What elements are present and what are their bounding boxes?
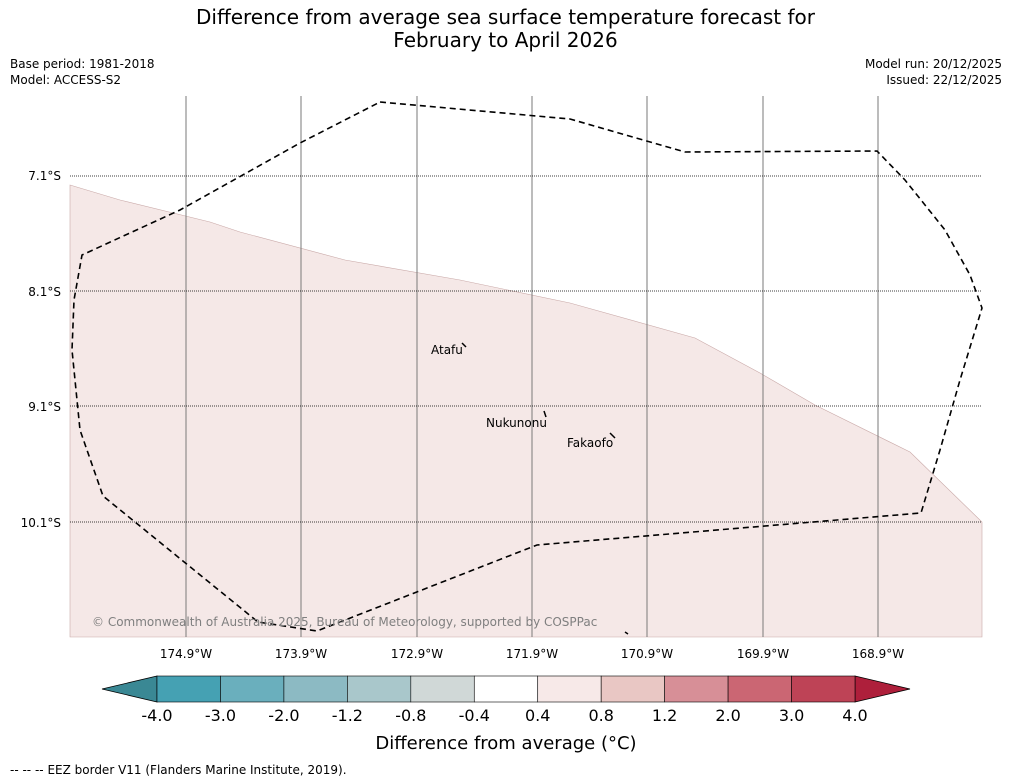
lon-label: 170.9°W	[621, 647, 673, 661]
parallel-lines	[70, 175, 982, 523]
colorbar-over-triangle	[854, 675, 911, 703]
colorbar-segment	[283, 675, 348, 703]
colorbar-tick-label: -1.2	[332, 706, 363, 725]
colorbar-segment	[473, 675, 539, 703]
lon-label: 173.9°W	[275, 647, 327, 661]
lat-label: 9.1°S	[28, 400, 61, 414]
nukunonu-island-icon	[543, 410, 547, 418]
place-label-nukunonu: Nukunonu	[486, 416, 547, 430]
place-label-fakaofo: Fakaofo	[567, 436, 613, 450]
swains-island-icon	[624, 631, 629, 635]
lon-label: 169.9°W	[737, 647, 789, 661]
copyright-text: © Commonwealth of Australia 2025, Bureau…	[92, 615, 597, 629]
title-line-1: Difference from average sea surface temp…	[195, 5, 815, 29]
colorbar-under-triangle	[101, 675, 158, 703]
lon-label: 171.9°W	[506, 647, 558, 661]
meta-left: Base period: 1981-2018 Model: ACCESS-S2	[10, 56, 155, 88]
colorbar-tick-label: 3.0	[779, 706, 804, 725]
atafu-island-icon	[461, 342, 467, 348]
colorbar-tick-label: 0.4	[525, 706, 550, 725]
colorbar-segment	[600, 675, 665, 703]
eez-border	[71, 101, 983, 632]
legend-footer: -- -- -- EEZ border V11 (Flanders Marine…	[10, 763, 347, 777]
anomaly-region	[69, 184, 983, 638]
colorbar-tick-label: -0.4	[459, 706, 490, 725]
colorbar-tick-label: 0.8	[588, 706, 613, 725]
colorbar-segment	[791, 675, 856, 703]
lat-label: 8.1°S	[28, 285, 61, 299]
colorbar-tick-label: 2.0	[715, 706, 740, 725]
colorbar-tick-label: -3.0	[205, 706, 236, 725]
colorbar: -4.0 -3.0 -2.0 -1.2 -0.8 -0.4 0.4 0.8 1.2 2.0 3.0 4…	[101, 675, 911, 725]
colorbar-segment	[537, 675, 602, 703]
map-title: Difference from average sea surface temp…	[0, 6, 1011, 52]
model-run: Model run: 20/12/2025	[864, 57, 1002, 71]
issued-date: Issued: 22/12/2025	[886, 73, 1002, 87]
meridian-lines	[185, 96, 879, 637]
colorbar-tick-label: -0.8	[395, 706, 426, 725]
lat-label: 10.1°S	[21, 516, 61, 530]
colorbar-tick-label: 4.0	[842, 706, 867, 725]
colorbar-segment	[156, 675, 221, 703]
colorbar-tick-label: -2.0	[268, 706, 299, 725]
lat-label: 7.1°S	[28, 169, 61, 183]
lon-label: 168.9°W	[852, 647, 904, 661]
eez-legend-marker: -- -- --	[10, 763, 44, 777]
colorbar-segment	[410, 675, 475, 703]
colorbar-segment	[664, 675, 729, 703]
colorbar-tick-label: 1.2	[652, 706, 677, 725]
lon-label: 172.9°W	[391, 647, 443, 661]
model-name: Model: ACCESS-S2	[10, 73, 122, 87]
title-line-2: February to April 2026	[393, 28, 618, 52]
colorbar-tick-label: -4.0	[141, 706, 172, 725]
base-period: Base period: 1981-2018	[10, 57, 155, 71]
eez-legend-text: EEZ border V11 (Flanders Marine Institut…	[47, 763, 347, 777]
colorbar-segment	[220, 675, 285, 703]
colorbar-segment	[727, 675, 792, 703]
fakaofo-island-icon	[609, 432, 616, 439]
colorbar-label: Difference from average (°C)	[375, 733, 636, 754]
lon-label: 174.9°W	[160, 647, 212, 661]
colorbar-segment	[347, 675, 412, 703]
meta-right: Model run: 20/12/2025 Issued: 22/12/2025	[865, 56, 1002, 88]
place-label-atafu: Atafu	[431, 343, 463, 357]
